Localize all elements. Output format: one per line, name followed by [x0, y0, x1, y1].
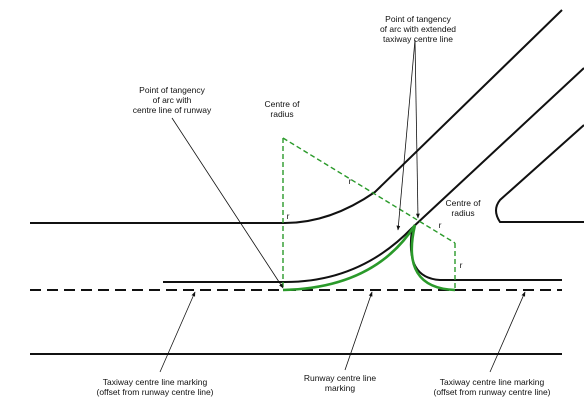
label: Point of tangency [385, 14, 451, 24]
label: centre line of runway [133, 105, 212, 115]
label: radius [451, 208, 474, 218]
radius-mark: r [287, 211, 290, 221]
pavement-edges [30, 9, 584, 355]
label: taxiway centre line [383, 34, 453, 44]
label: Centre of [446, 198, 482, 208]
label: of arc with [153, 95, 192, 105]
label: Centre of [265, 99, 301, 109]
label: radius [270, 109, 293, 119]
label: of arc with extended [380, 24, 456, 34]
geometry-lines [282, 137, 456, 292]
radius-mark: r [460, 260, 463, 270]
label: (offset from runway centre line) [434, 387, 551, 397]
label: Taxiway centre line marking [440, 377, 545, 387]
label: Point of tangency [139, 85, 205, 95]
label: (offset from runway centre line) [97, 387, 214, 397]
label: Runway centre line [304, 373, 377, 383]
label: marking [325, 383, 356, 393]
label: Taxiway centre line marking [103, 377, 208, 387]
radius-mark: r [439, 220, 442, 230]
leader-arrows [159, 39, 526, 373]
radius-mark: r [349, 176, 352, 186]
